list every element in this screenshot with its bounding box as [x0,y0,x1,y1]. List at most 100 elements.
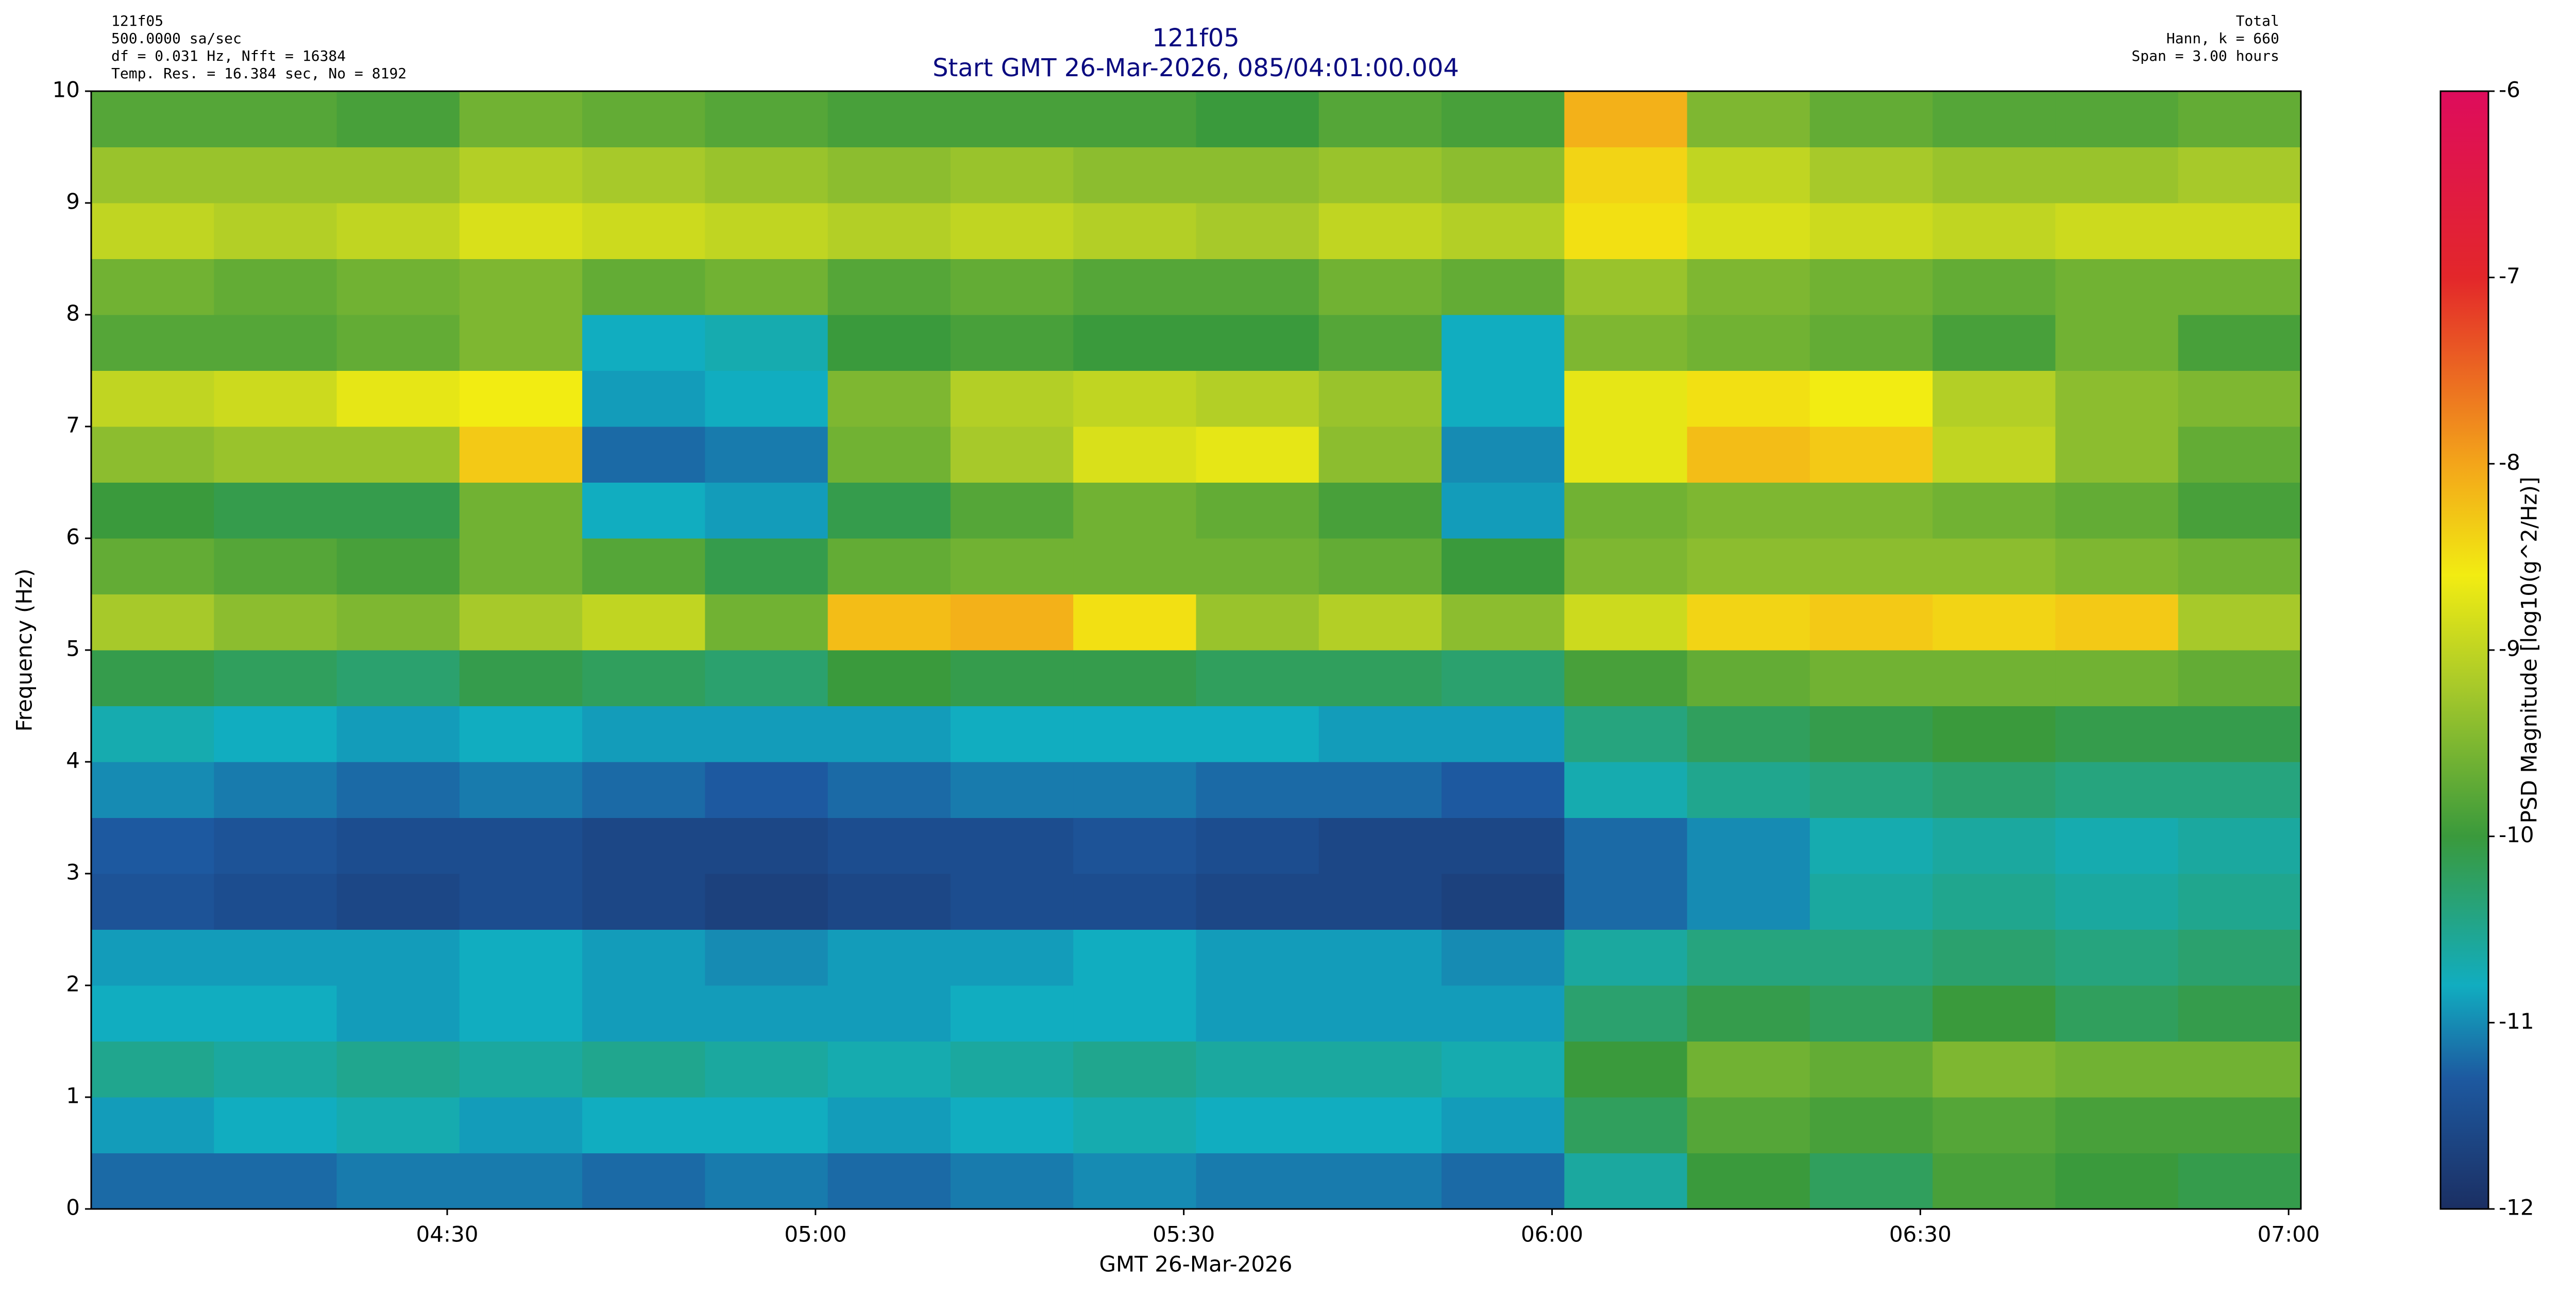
colorbar-tick-label: -10 [2499,822,2534,847]
heatmap-cell [459,1041,583,1098]
heatmap-cell [1809,203,1933,259]
heatmap-cell [1933,315,2056,371]
heatmap-cell [1196,762,1319,818]
heatmap-cell [1809,985,1933,1042]
heatmap-cell [214,370,337,427]
heatmap-cell [1196,706,1319,762]
heatmap-cell [950,762,1074,818]
heatmap-cell [2178,1041,2301,1098]
heatmap-cell [2178,1097,2301,1153]
heatmap-cell [1809,1097,1933,1153]
heatmap-cell [950,706,1074,762]
heatmap-cell [1073,1041,1196,1098]
colorbar [2439,90,2489,1210]
heatmap-cell [1687,538,1810,594]
heatmap-cell [582,874,705,930]
heatmap-cell [950,1097,1074,1153]
heatmap-cell [1318,315,1442,371]
heatmap-cell [1809,427,1933,483]
heatmap-cell [1318,370,1442,427]
heatmap-cell [2055,482,2179,539]
y-tick-label: 7 [66,413,80,438]
colorbar-tick-label: -11 [2499,1009,2534,1034]
heatmap-cell [827,1153,951,1209]
heatmap-cell [91,538,214,594]
heatmap-cell [1196,315,1319,371]
heatmap-cell [459,650,583,706]
heatmap-cell [459,315,583,371]
heatmap-cell [1564,929,1688,986]
heatmap-cell [1564,91,1688,147]
heatmap-cell [1687,370,1810,427]
heatmap-cell [1564,762,1688,818]
heatmap-cell [2055,929,2179,986]
heatmap-cell [1073,538,1196,594]
heatmap-cell [1687,147,1810,203]
heatmap-cell [1073,259,1196,315]
heatmap-cell [582,259,705,315]
heatmap-cell [459,259,583,315]
heatmap-cell [1318,985,1442,1042]
heatmap-cell [827,203,951,259]
heatmap-cell [1442,427,1565,483]
heatmap-cell [2178,650,2301,706]
heatmap-cell [1564,1097,1688,1153]
heatmap-cell [91,1153,214,1209]
heatmap-cell [1318,817,1442,874]
heatmap-cell [705,929,828,986]
heatmap-cell [705,147,828,203]
heatmap-cell [214,762,337,818]
heatmap-cell [336,370,460,427]
heatmap-cell [950,482,1074,539]
heatmap-cell [1933,427,2056,483]
heatmap-cell [1933,370,2056,427]
heatmap-cell [705,985,828,1042]
info-note: Total [2236,12,2279,29]
heatmap-cell [91,203,214,259]
heatmap-cell [91,147,214,203]
heatmap-cell [459,147,583,203]
heatmap-cell [827,985,951,1042]
heatmap-cell [1809,315,1933,371]
y-tick-label: 0 [66,1195,80,1220]
heatmap-cell [827,482,951,539]
heatmap-cell [705,203,828,259]
heatmap-cell [582,762,705,818]
y-tick-label: 4 [66,748,80,773]
heatmap-cell [582,315,705,371]
heatmap-cell [1933,706,2056,762]
heatmap-cell [1809,259,1933,315]
heatmap-cell [1442,482,1565,539]
heatmap-cell [1073,985,1196,1042]
heatmap-cell [1933,203,2056,259]
heatmap-cell [2178,370,2301,427]
heatmap-cell [1196,538,1319,594]
heatmap-cell [91,482,214,539]
heatmap-cell [1318,427,1442,483]
heatmap-cell [827,259,951,315]
x-tick-label: 06:00 [1521,1222,1583,1247]
heatmap-cell [2055,203,2179,259]
heatmap-cell [1442,147,1565,203]
heatmap-cell [582,706,705,762]
y-tick-label: 9 [66,189,80,214]
heatmap-cell [1442,1097,1565,1153]
heatmap-cell [1564,985,1688,1042]
heatmap-cell [1564,817,1688,874]
heatmap-cell [950,817,1074,874]
info-note: df = 0.031 Hz, Nfft = 16384 [111,47,346,64]
heatmap-cell [336,594,460,651]
x-tick-label: 05:30 [1153,1222,1215,1247]
heatmap-cell [1073,762,1196,818]
heatmap-cell [582,929,705,986]
heatmap-cell [827,762,951,818]
heatmap-cell [336,147,460,203]
heatmap-cell [582,203,705,259]
heatmap-cell [1073,1097,1196,1153]
heatmap-cell [1933,985,2056,1042]
heatmap-cell [1933,762,2056,818]
heatmap-cell [2055,370,2179,427]
heatmap-cell [214,538,337,594]
heatmap-cell [1073,203,1196,259]
